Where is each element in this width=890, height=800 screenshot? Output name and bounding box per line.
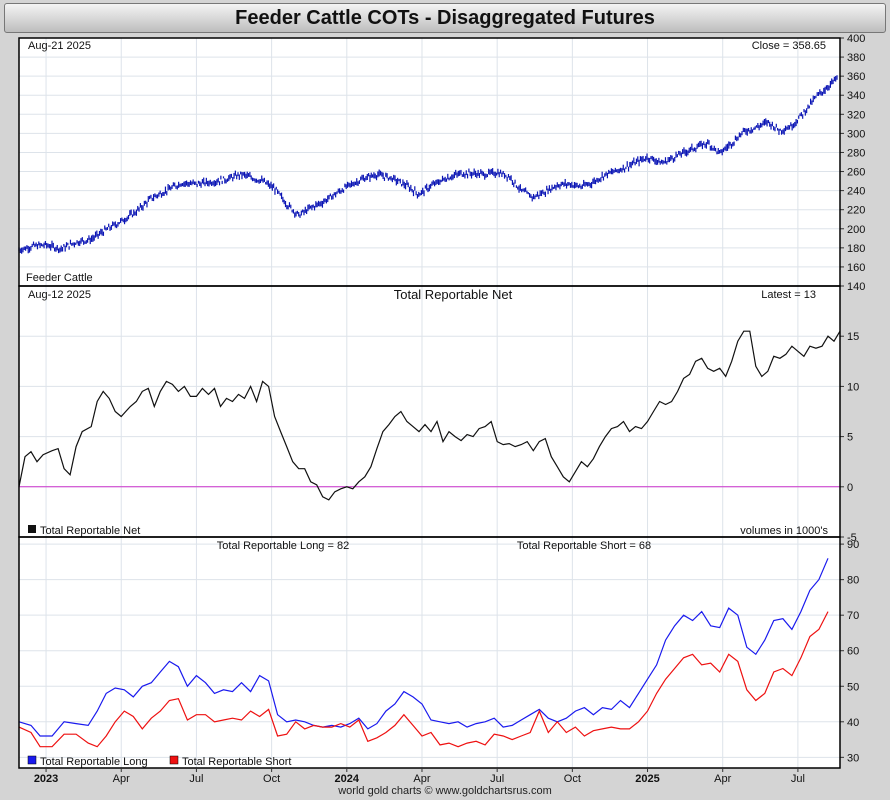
title-bar: Feeder Cattle COTs - Disaggregated Futur… (4, 3, 886, 33)
y-tick-label: 90 (847, 539, 859, 551)
short-legend-label: Total Reportable Short (182, 756, 291, 768)
short-series-line (18, 611, 829, 748)
y-tick-label: 320 (847, 109, 865, 121)
x-tick-label: Apr (113, 773, 130, 785)
net-latest-readout: Latest = 13 (761, 289, 816, 301)
x-tick-label: Jul (490, 773, 504, 785)
y-tick-label: 280 (847, 147, 865, 159)
long-legend-label: Total Reportable Long (40, 756, 148, 768)
short-legend-swatch (169, 755, 179, 765)
units-note: volumes in 1000's (740, 525, 828, 537)
y-tick-label: 0 (847, 482, 853, 494)
y-tick-label: 160 (847, 262, 865, 274)
price-close-readout: Close = 358.65 (752, 40, 826, 52)
y-tick-label: 340 (847, 90, 865, 102)
x-tick-label: Jul (189, 773, 203, 785)
x-tick-label: Apr (413, 773, 430, 785)
net-date-label: Aug-12 2025 (28, 289, 91, 301)
y-tick-label: 60 (847, 646, 859, 658)
y-tick-label: 50 (847, 681, 859, 693)
net-legend-label: Total Reportable Net (40, 525, 140, 537)
y-tick-label: 5 (847, 432, 853, 444)
x-tick-label: Oct (564, 773, 581, 785)
y-tick-label: 200 (847, 224, 865, 236)
x-tick-label: Jul (791, 773, 805, 785)
y-tick-label: 300 (847, 128, 865, 140)
y-tick-label: 70 (847, 610, 859, 622)
y-tick-label: 10 (847, 381, 859, 393)
long-series-line (18, 558, 829, 737)
net-series-line (18, 330, 841, 501)
y-tick-label: 380 (847, 52, 865, 64)
y-tick-label: 360 (847, 71, 865, 83)
price-legend-label: Feeder Cattle (26, 272, 93, 284)
long-legend-swatch (27, 755, 37, 765)
y-tick-label: 15 (847, 331, 859, 343)
net-legend-swatch (28, 525, 36, 533)
x-tick-label: Apr (714, 773, 731, 785)
y-tick-label: 30 (847, 752, 859, 764)
net-panel-title: Total Reportable Net (394, 287, 513, 302)
y-tick-label: 400 (847, 33, 865, 45)
y-tick-label: 220 (847, 205, 865, 217)
plot-background (19, 38, 840, 768)
long-header-readout: Total Reportable Long = 82 (217, 540, 349, 552)
footer-credit: world gold charts © www.goldchartsrus.co… (338, 785, 552, 797)
chart-title: Feeder Cattle COTs - Disaggregated Futur… (235, 7, 655, 29)
panel-border (18, 536, 841, 769)
price-date-label: Aug-21 2025 (28, 40, 91, 52)
y-tick-label: 180 (847, 243, 865, 255)
price-series (18, 75, 838, 254)
x-tick-label: 2025 (635, 773, 659, 785)
y-tick-label: 80 (847, 575, 859, 587)
x-tick-label: Oct (263, 773, 280, 785)
y-tick-label: 40 (847, 717, 859, 729)
x-tick-label: 2023 (34, 773, 58, 785)
short-header-readout: Total Reportable Short = 68 (517, 540, 651, 552)
y-tick-label: -5 (847, 532, 857, 544)
y-tick-label: 260 (847, 167, 865, 179)
x-tick-label: 2024 (335, 773, 360, 785)
y-tick-label: 140 (847, 281, 865, 293)
y-tick-label: 240 (847, 186, 865, 198)
